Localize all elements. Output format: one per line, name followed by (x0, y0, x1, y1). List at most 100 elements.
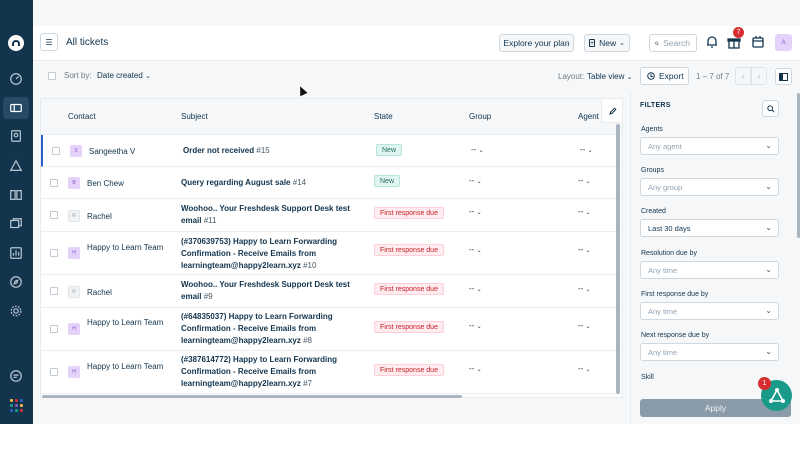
filter-first-response-due-select[interactable]: Any time ⌄ (640, 302, 779, 320)
table-row[interactable]: R Rachel Woohoo.. Your Freshdesk Support… (41, 199, 622, 232)
agent-dropdown[interactable]: -- ⌄ (578, 176, 591, 185)
ticket-subject[interactable]: Order not received #15 (183, 146, 270, 155)
agent-dropdown[interactable]: -- ⌄ (580, 145, 593, 154)
new-button[interactable]: + New ⌄ (584, 34, 630, 52)
user-avatar[interactable]: A (775, 34, 792, 51)
contacts-icon[interactable] (8, 128, 24, 144)
filter-label-agents: Agents (641, 126, 663, 133)
edit-columns-button[interactable] (601, 99, 622, 123)
agent-dropdown[interactable]: -- ⌄ (578, 207, 591, 216)
admin-gear-icon[interactable] (8, 303, 24, 319)
chat-icon[interactable] (8, 368, 24, 384)
apps-grid-icon[interactable] (10, 399, 23, 412)
contact-name[interactable]: Happy to Learn Team (87, 362, 164, 371)
table-row[interactable]: H Happy to Learn Team (#387614772) Happy… (41, 351, 622, 394)
agent-dropdown[interactable]: -- ⌄ (578, 284, 591, 293)
table-row[interactable]: H Happy to Learn Team (#64835037) Happy … (41, 308, 622, 351)
contact-name[interactable]: Happy to Learn Team (87, 243, 164, 252)
column-contact[interactable]: Contact (68, 112, 96, 121)
filter-next-response-due-select[interactable]: Any time ⌄ (640, 343, 779, 361)
row-checkbox[interactable] (50, 368, 58, 376)
table-row[interactable]: S Sangeetha V Order not received #15 New… (41, 135, 622, 167)
ticket-subject[interactable]: Woohoo.. Your Freshdesk Support Desk tes… (181, 280, 350, 301)
filters-scrollbar[interactable] (797, 93, 800, 238)
agent-dropdown[interactable]: -- ⌄ (578, 364, 591, 373)
plus-icon: + (589, 39, 596, 47)
contact-avatar: B (68, 177, 80, 189)
agent-dropdown[interactable]: -- ⌄ (578, 321, 591, 330)
column-group[interactable]: Group (469, 112, 492, 121)
table-row[interactable]: H Happy to Learn Team (#370639753) Happy… (41, 232, 622, 275)
contact-name[interactable]: Ben Chew (87, 179, 124, 188)
sidebar-toggle-button[interactable]: ☰ (40, 33, 58, 51)
horizontal-scrollbar[interactable] (42, 395, 462, 398)
chevron-down-icon: ⌄ (765, 306, 772, 315)
filter-label-created: Created (641, 208, 666, 215)
contact-name[interactable]: Rachel (87, 288, 112, 297)
groups-icon[interactable] (8, 158, 24, 174)
explore-plan-button[interactable]: Explore your plan (499, 34, 574, 52)
search-icon (655, 41, 659, 45)
chevron-down-icon: ⌄ (585, 248, 591, 254)
gift-icon[interactable] (727, 35, 741, 49)
sort-by-dropdown[interactable]: Date created ⌄ (97, 71, 151, 80)
column-subject[interactable]: Subject (181, 112, 208, 121)
filter-search-button[interactable] (762, 100, 779, 117)
layout-dropdown[interactable]: Table view ⌄ (587, 72, 633, 81)
toggle-filters-panel-button[interactable] (775, 68, 792, 85)
status-badge: New (376, 144, 403, 156)
row-checkbox[interactable] (50, 211, 58, 219)
row-checkbox[interactable] (50, 287, 58, 295)
solutions-icon[interactable] (8, 187, 24, 203)
row-checkbox[interactable] (50, 249, 58, 257)
sidebar (0, 0, 33, 424)
chevron-down-icon: ⌄ (626, 74, 633, 81)
ticket-subject[interactable]: Query regarding August sale #14 (181, 178, 307, 187)
group-dropdown[interactable]: -- ⌄ (469, 321, 482, 330)
filter-created-select[interactable]: Last 30 days ⌄ (640, 219, 779, 237)
bell-icon[interactable] (705, 35, 719, 49)
group-dropdown[interactable]: -- ⌄ (469, 284, 482, 293)
ticket-subject[interactable]: (#370639753) Happy to Learn Forwarding C… (181, 237, 338, 270)
apply-filters-button[interactable]: Apply (640, 399, 791, 417)
ticket-subject[interactable]: (#64835037) Happy to Learn Forwarding Co… (181, 312, 333, 345)
previous-page-button[interactable]: ‹ (735, 67, 751, 85)
row-checkbox[interactable] (52, 147, 60, 155)
discover-icon[interactable] (8, 274, 24, 290)
dashboard-icon[interactable] (8, 71, 24, 87)
contact-name[interactable]: Sangeetha V (89, 147, 136, 156)
forums-icon[interactable] (8, 216, 24, 232)
freshdesk-logo[interactable] (8, 35, 24, 51)
reports-icon[interactable] (8, 245, 24, 261)
select-all-checkbox[interactable] (48, 72, 56, 80)
contact-name[interactable]: Happy to Learn Team (87, 318, 164, 327)
ticket-subject[interactable]: Woohoo.. Your Freshdesk Support Desk tes… (181, 204, 350, 225)
filter-resolution-due-select[interactable]: Any time ⌄ (640, 261, 779, 279)
row-checkbox[interactable] (50, 325, 58, 333)
group-dropdown[interactable]: -- ⌄ (471, 145, 484, 154)
agent-dropdown[interactable]: -- ⌄ (578, 245, 591, 254)
export-button[interactable]: Export (640, 67, 689, 85)
group-dropdown[interactable]: -- ⌄ (469, 207, 482, 216)
status-badge: First response due (374, 283, 444, 295)
vertical-scrollbar[interactable] (616, 124, 620, 394)
table-row[interactable]: R Rachel Woohoo.. Your Freshdesk Support… (41, 275, 622, 308)
column-state[interactable]: State (374, 112, 393, 121)
contact-name[interactable]: Rachel (87, 212, 112, 221)
ticket-subject[interactable]: (#387614772) Happy to Learn Forwarding C… (181, 355, 338, 388)
row-checkbox[interactable] (50, 179, 58, 187)
group-dropdown[interactable]: -- ⌄ (469, 364, 482, 373)
tickets-icon[interactable] (3, 97, 29, 119)
page-title: All tickets (66, 37, 109, 48)
next-page-button[interactable]: › (751, 67, 767, 85)
column-agent[interactable]: Agent (578, 112, 599, 121)
search-button[interactable]: Search (649, 34, 697, 52)
group-dropdown[interactable]: -- ⌄ (469, 245, 482, 254)
freshchat-apps-icon[interactable] (751, 35, 765, 49)
layout-label: Layout: (558, 72, 585, 81)
group-dropdown[interactable]: -- ⌄ (469, 176, 482, 185)
chevron-down-icon: ⌄ (619, 40, 625, 47)
filter-agents-select[interactable]: Any agent ⌄ (640, 137, 779, 155)
filter-groups-select[interactable]: Any group ⌄ (640, 178, 779, 196)
table-row[interactable]: B Ben Chew Query regarding August sale #… (41, 167, 622, 199)
